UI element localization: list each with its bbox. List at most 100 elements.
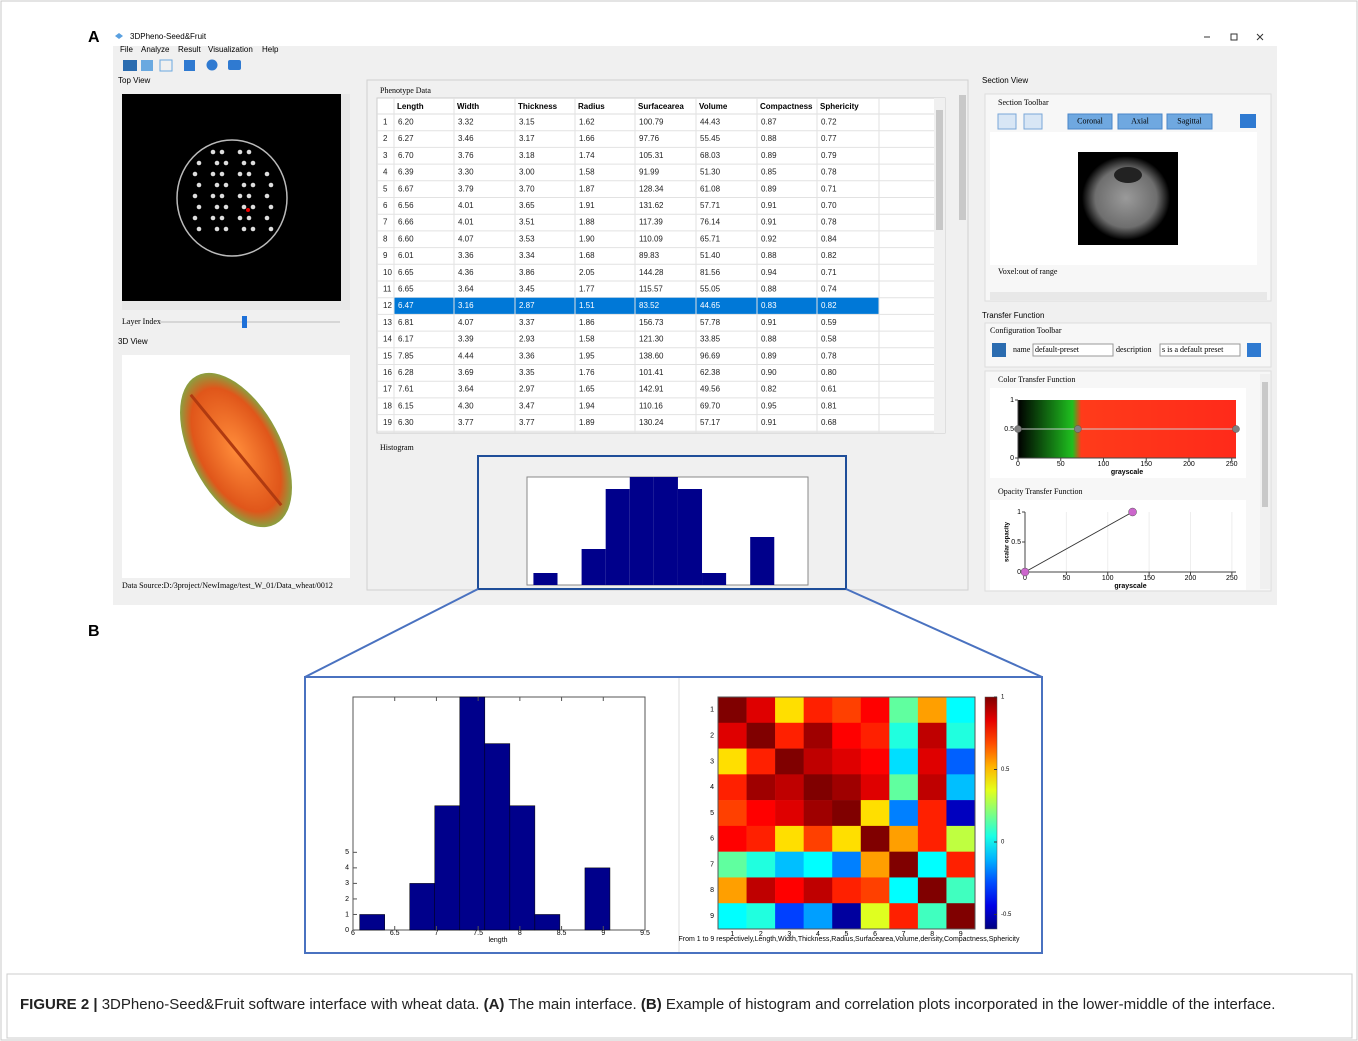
table-cell: 6.30 [398, 418, 414, 427]
x-axis-label: grayscale [1111, 469, 1143, 476]
tool-rotate[interactable] [1024, 114, 1042, 129]
seed-dot [269, 183, 274, 188]
heatmap-cell [775, 697, 804, 723]
heatmap-cell [718, 826, 747, 852]
x-axis-label: From 1 to 9 respectively,Length,Width,Th… [679, 936, 1020, 943]
table-cell: 0.78 [821, 351, 837, 360]
title-bar [113, 28, 1277, 46]
table-cell: 0.78 [821, 168, 837, 177]
x-tick-label: 8.5 [557, 930, 567, 937]
heatmap-cell [804, 774, 833, 800]
scroll-thumb[interactable] [1262, 382, 1268, 507]
y-tick-label: 3 [345, 880, 349, 887]
table-cell: 110.16 [639, 401, 663, 410]
table-cell: 6.60 [398, 234, 414, 243]
heatmap-cell [889, 723, 918, 749]
histogram-bar [750, 537, 774, 585]
menu-item: File [120, 45, 133, 54]
heatmap-cell [946, 800, 975, 826]
slider-handle[interactable] [242, 316, 247, 328]
y-axis-label: scalar opacity [1005, 521, 1011, 562]
tool-save-preset[interactable] [1247, 343, 1261, 357]
seed-dot [211, 150, 216, 155]
tf-point[interactable] [1015, 426, 1022, 433]
table-cell: 3.46 [458, 134, 474, 143]
table-cell: 3.77 [458, 418, 474, 427]
heatmap-cell [775, 903, 804, 929]
heatmap-cell [889, 774, 918, 800]
heatmap-cell [718, 723, 747, 749]
y-tick-label: 1 [710, 707, 714, 714]
heatmap-cell [747, 774, 776, 800]
tf-point[interactable] [1233, 426, 1240, 433]
heatmap-cell [775, 852, 804, 878]
tool-fit[interactable] [998, 114, 1016, 129]
scrollbar [341, 94, 350, 301]
top-view-image [122, 94, 341, 301]
tool-open[interactable] [123, 60, 137, 71]
table-cell: 0.81 [821, 401, 837, 410]
y-tick-label: 0 [1017, 569, 1021, 576]
seed-dot [224, 183, 229, 188]
menu-item: Analyze [141, 45, 170, 54]
tool-settings[interactable] [207, 60, 218, 71]
tool-load[interactable] [992, 343, 1006, 357]
table-cell: 0.88 [761, 285, 777, 294]
table-cell: 1.91 [579, 201, 595, 210]
heatmap-cell [718, 877, 747, 903]
table-cell: 3.30 [458, 168, 474, 177]
seed-dot [220, 216, 225, 221]
scroll-thumb[interactable] [959, 95, 966, 220]
x-tick-label: 250 [1226, 461, 1238, 468]
table-cell: 65.71 [700, 234, 721, 243]
seed-dot [251, 183, 256, 188]
table-cell: 1.90 [579, 234, 595, 243]
heatmap-cell [804, 800, 833, 826]
heatmap-cell [861, 800, 890, 826]
figure: LengthWidthThicknessRadiusSurfaceareaVol… [0, 0, 1358, 1041]
table-cell: 0.94 [761, 268, 777, 277]
table-cell: 0.71 [821, 268, 837, 277]
table-cell: 6.27 [398, 134, 414, 143]
table-cell: 69.70 [700, 401, 721, 410]
seed-dot [224, 161, 229, 166]
column-header: Volume [699, 102, 728, 111]
x-tick-label: 9 [601, 930, 605, 937]
table-cell: 6.17 [398, 335, 414, 344]
caption-text: 3DPheno-Seed&Fruit software interface wi… [102, 996, 480, 1013]
heatmap-cell [946, 774, 975, 800]
x-axis-label: length [488, 937, 507, 944]
heatmap-cell [946, 903, 975, 929]
heatmap-cell [775, 800, 804, 826]
heatmap-cell [832, 774, 861, 800]
tool-camera[interactable] [228, 60, 241, 70]
toolbar-title: Section Toolbar [998, 98, 1049, 107]
table-cell: 0.95 [761, 401, 777, 410]
heatmap-cell [718, 903, 747, 929]
tool-save[interactable] [184, 60, 195, 71]
tf-point[interactable] [1129, 508, 1137, 516]
x-tick-label: 250 [1226, 575, 1238, 582]
heatmap-cell [889, 826, 918, 852]
colorbar [985, 697, 997, 929]
table-cell: 0.89 [761, 351, 777, 360]
histogram-bar [410, 883, 435, 930]
seed-dot [247, 216, 252, 221]
scroll-thumb[interactable] [936, 110, 943, 230]
tool-capture[interactable] [1240, 114, 1256, 128]
tool-cube[interactable] [141, 60, 153, 71]
table-cell: 0.87 [761, 118, 777, 127]
table-cell: 3.39 [458, 335, 474, 344]
tf-point[interactable] [1021, 568, 1029, 576]
column-header: Radius [578, 102, 605, 111]
table-cell: 1.77 [579, 285, 595, 294]
heatmap-cell [718, 697, 747, 723]
tf-point[interactable] [1074, 426, 1081, 433]
heatmap-cell [946, 826, 975, 852]
heatmap-cell [747, 877, 776, 903]
table-cell: 0.85 [761, 168, 777, 177]
histogram-bar [582, 549, 606, 585]
table-cell: 110.09 [639, 234, 663, 243]
heatmap-cell [918, 852, 947, 878]
x-tick-label: 200 [1185, 575, 1197, 582]
